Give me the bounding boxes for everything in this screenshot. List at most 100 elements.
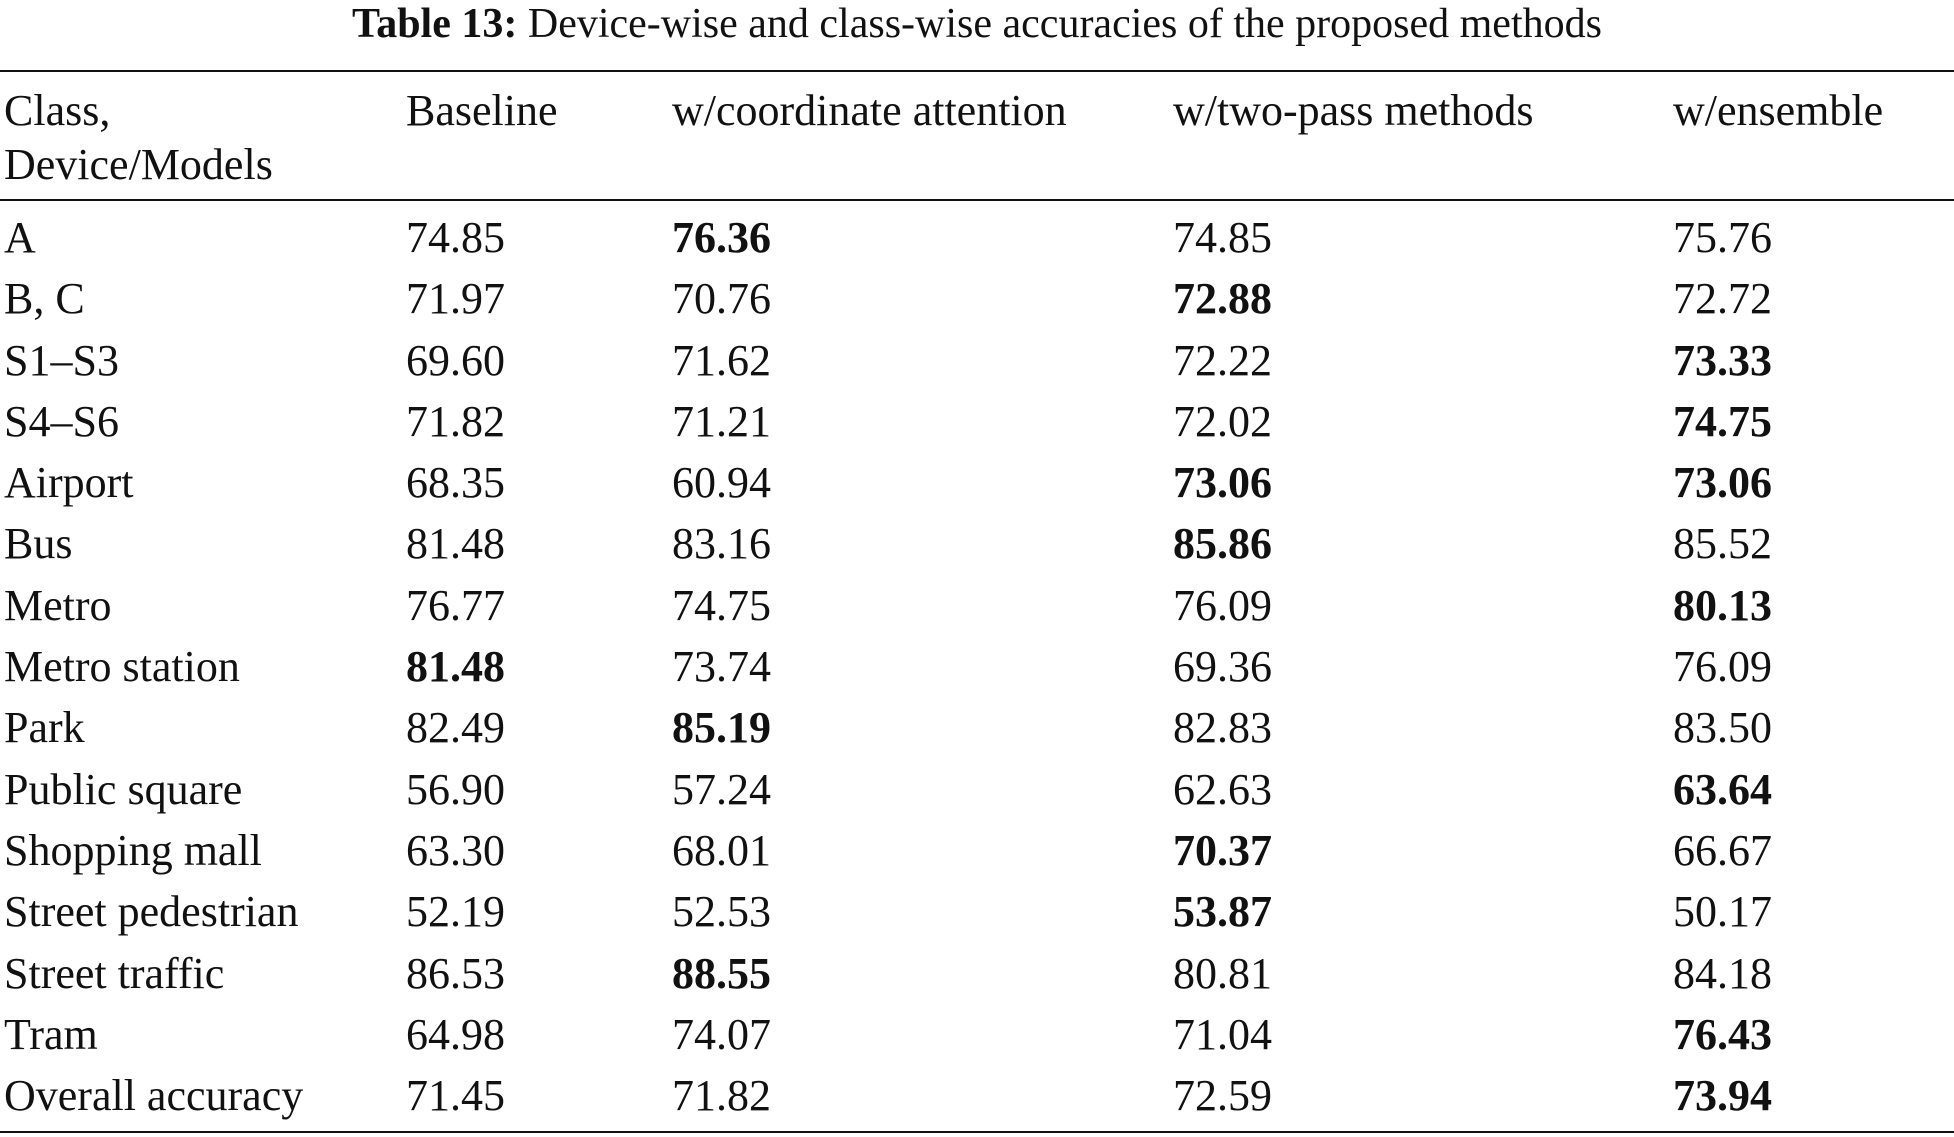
table-cell: 76.36: [672, 213, 771, 262]
header-class-device-line2: Device/Models: [4, 140, 273, 189]
table-cell: 82.49: [406, 703, 505, 753]
table-caption: Table 13: Device-wise and class-wise acc…: [0, 0, 1954, 52]
table-row: Overall accuracy 71.45 71.82 72.59 73.94: [0, 1067, 1954, 1128]
table-caption-label: Table 13:: [352, 1, 518, 47]
row-label: B, C: [4, 274, 85, 324]
table-cell: 86.53: [406, 948, 505, 998]
table-cell: 63.64: [1673, 764, 1772, 814]
table-cell: 85.19: [672, 703, 771, 753]
table-cell: 76.43: [1673, 1009, 1772, 1059]
table-cell: 68.35: [406, 458, 505, 508]
table-row: Park 82.49 85.19 82.83 83.50: [0, 699, 1954, 760]
table-cell: 88.55: [672, 948, 771, 998]
table-bottom-rule: [0, 1131, 1954, 1133]
table-cell: 76.09: [1173, 580, 1272, 630]
table-cell: 71.04: [1173, 1009, 1272, 1059]
table-cell: 73.33: [1673, 335, 1772, 385]
table-cell: 60.94: [672, 458, 771, 508]
header-class-device: Class, Device/Models: [4, 84, 273, 192]
table-cell: 74.75: [672, 580, 771, 630]
row-label: Airport: [4, 458, 134, 508]
table-cell: 57.24: [672, 764, 771, 814]
table-cell: 72.02: [1173, 396, 1272, 446]
table-cell: 73.06: [1173, 458, 1272, 508]
table-cell: 69.36: [1173, 642, 1272, 692]
table-cell: 72.72: [1673, 274, 1772, 324]
table-row: B, C 71.97 70.76 72.88 72.72: [0, 270, 1954, 331]
table-cell: 81.48: [406, 642, 505, 692]
table-row: A 74.85 76.36 74.85 75.76: [0, 209, 1954, 270]
table-cell: 66.67: [1673, 825, 1772, 875]
table-row: S1–S3 69.60 71.62 72.22 73.33: [0, 332, 1954, 393]
table-row: Metro 76.77 74.75 76.09 80.13: [0, 577, 1954, 638]
table-cell: 80.81: [1173, 948, 1272, 998]
table-cell: 76.09: [1673, 642, 1772, 692]
table-cell: 85.86: [1173, 519, 1272, 569]
table-cell: 76.77: [406, 580, 505, 630]
table-cell: 70.37: [1173, 825, 1272, 875]
table-cell: 71.82: [406, 396, 505, 446]
table-cell: 73.94: [1673, 1071, 1772, 1121]
table-cell: 83.50: [1673, 703, 1772, 753]
table-row: Shopping mall 63.30 68.01 70.37 66.67: [0, 822, 1954, 883]
header-class-device-line1: Class,: [4, 86, 111, 135]
table-cell: 81.48: [406, 519, 505, 569]
row-label: S1–S3: [4, 335, 119, 385]
table-cell: 72.22: [1173, 335, 1272, 385]
table-cell: 73.06: [1673, 458, 1772, 508]
header-baseline: Baseline: [406, 86, 558, 135]
table-cell: 83.16: [672, 519, 771, 569]
table-cell: 53.87: [1173, 887, 1272, 937]
table-cell: 72.88: [1173, 274, 1272, 324]
table-header-rule: [0, 199, 1954, 201]
row-label: Street pedestrian: [4, 887, 299, 937]
row-label: Bus: [4, 519, 73, 569]
row-label: Overall accuracy: [4, 1071, 304, 1121]
table-caption-text: Device-wise and class-wise accuracies of…: [527, 1, 1602, 47]
table-cell: 70.76: [672, 274, 771, 324]
row-label: Public square: [4, 764, 243, 814]
header-coordinate-attention: w/coordinate attention: [672, 86, 1067, 135]
header-ensemble: w/ensemble: [1673, 86, 1884, 135]
table-row: Tram 64.98 74.07 71.04 76.43: [0, 1006, 1954, 1067]
table-cell: 74.75: [1673, 396, 1772, 446]
row-label: A: [4, 213, 36, 262]
row-label: Metro station: [4, 642, 240, 692]
table-row: Street pedestrian 52.19 52.53 53.87 50.17: [0, 883, 1954, 944]
table-body: A 74.85 76.36 74.85 75.76 B, C 71.97 70.76 72.88…: [0, 209, 1954, 1128]
table-top-rule: [0, 70, 1954, 72]
table-cell: 71.82: [672, 1071, 771, 1121]
table-cell: 71.21: [672, 396, 771, 446]
table-row: Bus 81.48 83.16 85.86 85.52: [0, 515, 1954, 576]
table-row: Street traffic 86.53 88.55 80.81 84.18: [0, 945, 1954, 1006]
table-cell: 74.07: [672, 1009, 771, 1059]
table-cell: 74.85: [406, 213, 505, 262]
table-cell: 52.53: [672, 887, 771, 937]
table-cell: 80.13: [1673, 580, 1772, 630]
table-cell: 75.76: [1673, 213, 1772, 262]
header-two-pass: w/two-pass methods: [1173, 86, 1534, 135]
table-cell: 50.17: [1673, 887, 1772, 937]
row-label: Street traffic: [4, 948, 225, 998]
row-label: S4–S6: [4, 396, 119, 446]
table-cell: 68.01: [672, 825, 771, 875]
table-cell: 71.97: [406, 274, 505, 324]
table-cell: 74.85: [1173, 213, 1272, 262]
table-row: Airport 68.35 60.94 73.06 73.06: [0, 454, 1954, 515]
row-label: Park: [4, 703, 85, 753]
table-row: Public square 56.90 57.24 62.63 63.64: [0, 761, 1954, 822]
table-row: S4–S6 71.82 71.21 72.02 74.75: [0, 393, 1954, 454]
table-cell: 82.83: [1173, 703, 1272, 753]
table-row: Metro station 81.48 73.74 69.36 76.09: [0, 638, 1954, 699]
table-cell: 71.62: [672, 335, 771, 385]
row-label: Shopping mall: [4, 825, 262, 875]
table-cell: 69.60: [406, 335, 505, 385]
row-label: Tram: [4, 1009, 98, 1059]
table-cell: 56.90: [406, 764, 505, 814]
table-cell: 64.98: [406, 1009, 505, 1059]
table-cell: 62.63: [1173, 764, 1272, 814]
table-cell: 63.30: [406, 825, 505, 875]
table-cell: 71.45: [406, 1071, 505, 1121]
row-label: Metro: [4, 580, 112, 630]
table-cell: 85.52: [1673, 519, 1772, 569]
